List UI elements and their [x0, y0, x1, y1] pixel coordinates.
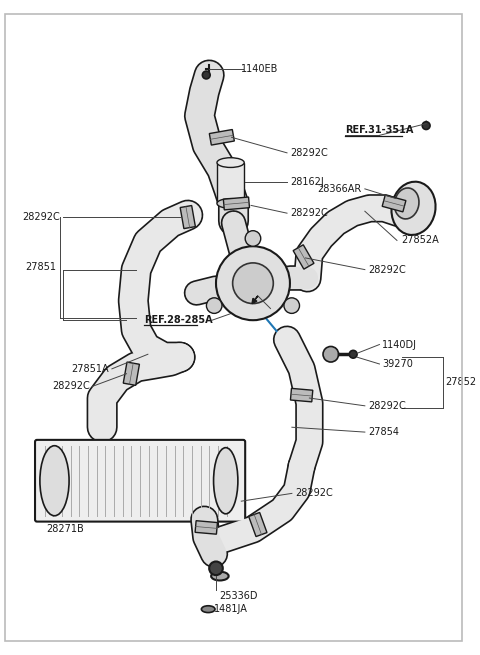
Text: 39270: 39270 [383, 359, 413, 369]
Ellipse shape [395, 188, 419, 219]
Text: 28292C: 28292C [52, 381, 89, 392]
Text: 28292C: 28292C [23, 212, 60, 222]
Circle shape [216, 246, 290, 320]
Text: 28366AR: 28366AR [318, 184, 362, 194]
Bar [290, 388, 313, 402]
Text: 28271B: 28271B [47, 525, 84, 534]
Circle shape [422, 122, 430, 130]
Text: REF.31-351A: REF.31-351A [346, 126, 414, 136]
Circle shape [233, 263, 273, 303]
Circle shape [206, 298, 222, 313]
Text: 25336D: 25336D [219, 591, 257, 601]
Bar [123, 362, 139, 385]
Text: 27851A: 27851A [72, 364, 109, 374]
Circle shape [349, 350, 357, 358]
Ellipse shape [217, 198, 244, 208]
Text: 1481JA: 1481JA [214, 604, 248, 614]
Bar [217, 162, 244, 204]
Bar [180, 206, 195, 229]
Circle shape [323, 346, 338, 362]
Ellipse shape [217, 158, 244, 168]
Text: 28292C: 28292C [295, 489, 333, 498]
Bar [249, 512, 267, 536]
Text: 27854: 27854 [368, 427, 399, 437]
Text: 28292C: 28292C [290, 208, 328, 218]
Bar [209, 130, 234, 145]
Bar [223, 197, 250, 210]
Text: 27852: 27852 [445, 377, 477, 388]
Text: 28292C: 28292C [368, 401, 406, 411]
Text: 27851: 27851 [25, 262, 57, 272]
FancyArrow shape [252, 296, 258, 304]
Text: 27852A: 27852A [401, 235, 439, 246]
Circle shape [203, 71, 210, 79]
Ellipse shape [214, 447, 238, 514]
Text: REF.28-285A: REF.28-285A [144, 315, 213, 325]
Ellipse shape [202, 606, 215, 612]
Ellipse shape [40, 445, 69, 515]
Text: 28292C: 28292C [290, 148, 328, 158]
Text: 28162J: 28162J [290, 177, 324, 187]
Text: 1140DJ: 1140DJ [383, 339, 418, 350]
Bar [382, 195, 406, 212]
FancyBboxPatch shape [35, 440, 245, 521]
Text: 1140EB: 1140EB [241, 64, 279, 74]
Bar [195, 521, 217, 534]
Circle shape [209, 561, 223, 575]
Text: 28292C: 28292C [368, 265, 406, 274]
Circle shape [245, 231, 261, 246]
Ellipse shape [211, 572, 228, 580]
Ellipse shape [392, 181, 435, 235]
Bar [293, 245, 314, 269]
Circle shape [284, 298, 300, 313]
